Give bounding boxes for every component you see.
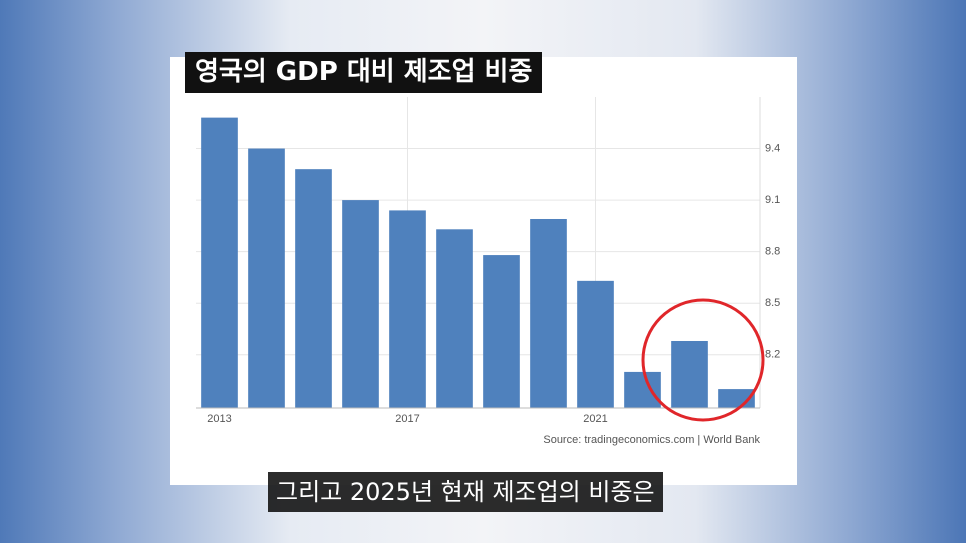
- bar: [342, 200, 379, 408]
- x-tick-label: 2013: [207, 413, 231, 425]
- bar: [624, 371, 661, 408]
- subtitle-caption: 그리고 2025년 현재 제조업의 비중은: [268, 472, 663, 512]
- x-tick-label: 2017: [395, 413, 419, 425]
- bar: [248, 148, 285, 408]
- y-tick-label: 9.1: [765, 194, 780, 206]
- y-tick-label: 8.5: [765, 297, 780, 309]
- bar: [530, 218, 567, 408]
- bar: [201, 117, 238, 409]
- bar: [436, 229, 473, 408]
- y-tick-label: 9.4: [765, 142, 780, 154]
- bar: [483, 255, 520, 408]
- source: Source: tradingeconomics.com | World Ban…: [543, 434, 760, 446]
- chart-title: 영국의 GDP 대비 제조업 비중: [185, 52, 543, 93]
- y-tick-label: 8.2: [765, 349, 780, 361]
- bar: [389, 210, 426, 408]
- y-tick-label: 8.8: [765, 246, 780, 258]
- bar: [671, 340, 708, 408]
- bar: [295, 169, 332, 408]
- highlight-circle: [641, 298, 765, 422]
- bar: [577, 280, 614, 408]
- x-tick-label: 2021: [583, 413, 607, 425]
